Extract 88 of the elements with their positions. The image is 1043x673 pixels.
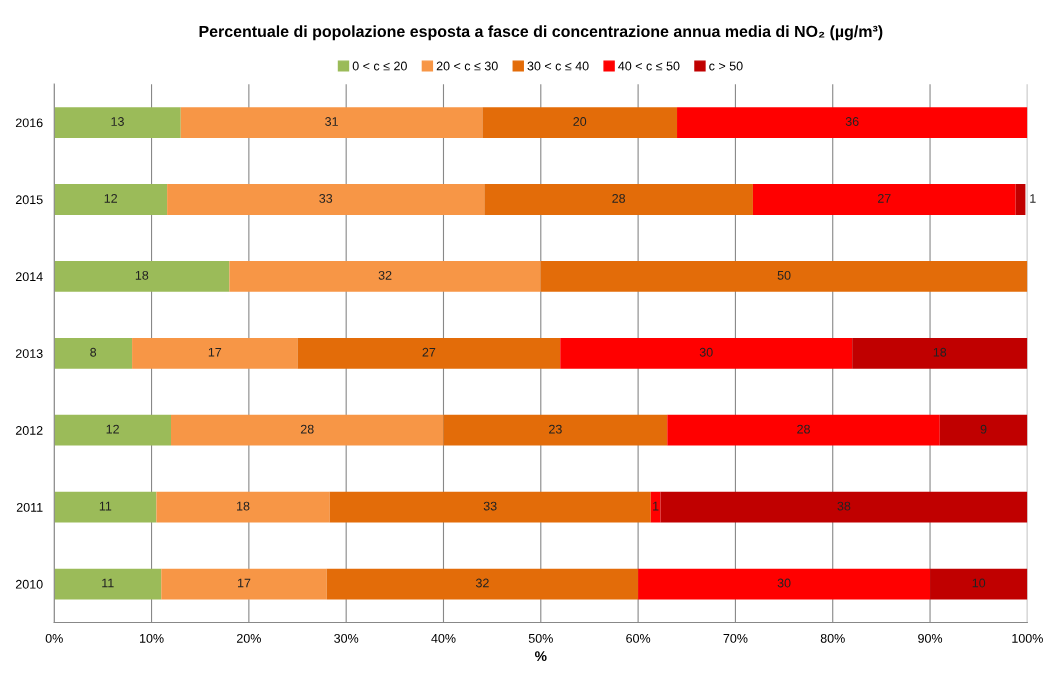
legend-label: 20 < c ≤ 30 (436, 61, 498, 71)
data-label: 38 (837, 501, 851, 511)
y-tick-label: 2016 (15, 118, 43, 128)
x-tick-label: 90% (918, 633, 943, 643)
bar (132, 337, 298, 369)
x-tick-label: 10% (139, 633, 164, 643)
bar (443, 414, 668, 446)
bar (54, 184, 168, 215)
bar (54, 414, 172, 446)
y-tick-label: 2014 (15, 272, 43, 282)
x-tick-label: 60% (626, 633, 651, 643)
data-label: 10 (972, 578, 986, 588)
data-label: 28 (612, 194, 626, 203)
data-label: 23 (549, 424, 562, 434)
x-tick-label: 70% (723, 633, 748, 643)
bar (326, 568, 639, 600)
x-tick-label: 40% (431, 633, 456, 643)
y-tick-label: 2015 (15, 195, 43, 205)
legend-label: 40 < c ≤ 50 (618, 61, 680, 71)
chart-title: Percentuale di popolazione esposta a fasce di concentrazione annua media di NO₂ (µg/m³) (199, 25, 883, 41)
data-label: 27 (422, 347, 436, 357)
data-label: 20 (573, 117, 587, 126)
bar (1015, 184, 1026, 215)
bar (677, 107, 1028, 138)
bar (852, 337, 1028, 369)
data-label: 30 (777, 578, 791, 588)
bar (54, 261, 230, 292)
bar (54, 107, 181, 138)
bar (482, 107, 678, 138)
x-tick-label: 80% (820, 633, 845, 643)
data-label: 13 (111, 117, 124, 126)
bar (156, 491, 330, 523)
data-label: 33 (319, 194, 333, 203)
y-tick-label: 2012 (15, 426, 43, 435)
bar (667, 414, 940, 446)
data-label: 33 (483, 501, 497, 511)
legend-label: c > 50 (709, 61, 743, 71)
data-label: 50 (777, 270, 791, 280)
x-axis-title: % (534, 651, 547, 662)
bar (54, 337, 133, 369)
bar (638, 568, 931, 600)
data-label: 18 (135, 270, 149, 280)
data-label: 11 (102, 578, 114, 588)
x-tick-label: 0% (45, 633, 63, 643)
x-tick-label: 100% (1012, 633, 1043, 643)
bar (297, 337, 561, 369)
data-label: 28 (300, 424, 314, 434)
data-label: 11 (99, 501, 112, 511)
legend-label: 0 < c ≤ 20 (352, 61, 407, 71)
data-label: 32 (378, 270, 392, 280)
bar (939, 414, 1028, 446)
data-label: 8 (90, 347, 97, 357)
data-label: 9 (980, 424, 987, 434)
bar (329, 491, 651, 523)
x-tick-label: 30% (334, 633, 359, 643)
bar (752, 184, 1016, 215)
data-label: 17 (208, 347, 222, 357)
bar (171, 414, 444, 446)
bar (161, 568, 327, 600)
bar (484, 184, 753, 215)
bar (54, 491, 157, 523)
bar (229, 261, 541, 292)
legend-label: 30 < c ≤ 40 (527, 61, 589, 71)
bar (54, 568, 162, 600)
bar (560, 337, 853, 369)
y-tick-label: 2011 (16, 502, 43, 512)
y-tick-label: 2013 (15, 349, 43, 358)
bar (540, 261, 1028, 292)
bar (167, 184, 485, 215)
data-label: 27 (877, 194, 891, 203)
data-label: 18 (237, 501, 250, 511)
data-label: 18 (933, 347, 947, 357)
bar (180, 107, 483, 138)
data-label: 31 (325, 117, 338, 126)
data-label: 36 (845, 117, 859, 126)
bar (660, 491, 1028, 523)
data-label: 12 (104, 194, 117, 203)
bar (930, 568, 1028, 600)
data-label: 32 (475, 578, 489, 588)
data-label: 30 (699, 347, 713, 357)
data-label: 1 (1030, 194, 1036, 203)
data-label: 12 (106, 424, 119, 434)
data-label: 28 (797, 424, 810, 434)
data-label: 1 (653, 501, 659, 511)
x-tick-label: 50% (528, 633, 553, 643)
y-tick-label: 2010 (15, 579, 43, 589)
data-label: 17 (238, 578, 251, 588)
x-tick-label: 20% (236, 633, 261, 643)
